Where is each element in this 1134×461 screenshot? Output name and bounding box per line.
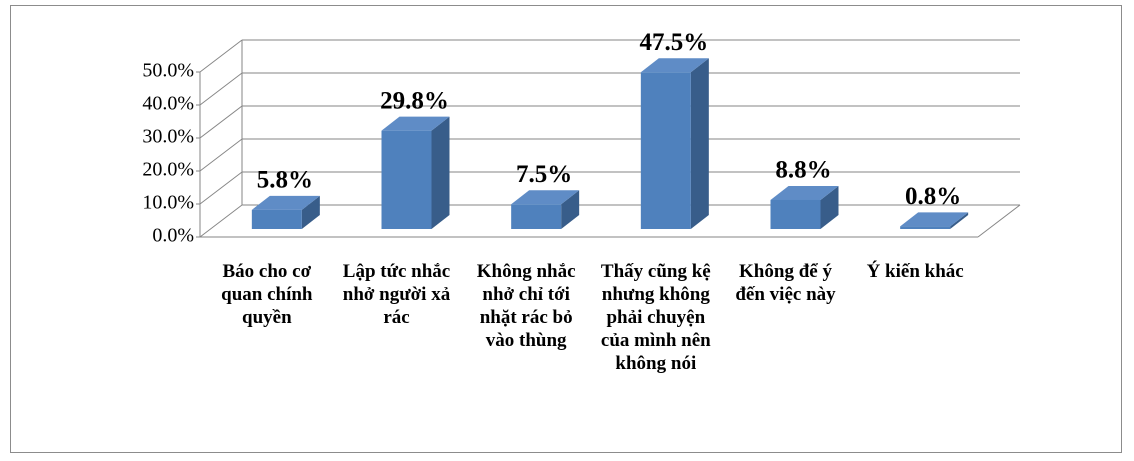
y-tick-label: 0.0% [152,225,194,247]
y-tick-label: 10.0% [142,192,194,214]
bar-side [431,116,450,229]
data-label: 8.8% [775,157,831,184]
bar [381,130,432,229]
y-tick-label: 20.0% [142,159,194,181]
y-tick-label: 30.0% [142,126,194,148]
bar-top [381,116,450,131]
x-tick-label: Lập tức nhắc nhở người xả rác [342,261,451,328]
bar [251,209,302,229]
grid-line [199,204,243,238]
bar-side [690,58,709,229]
x-tick-label: Không để ý đến việc này [735,261,836,305]
data-label: 5.8% [257,167,313,194]
data-label: 0.8% [905,183,961,210]
data-label: 7.5% [516,161,572,188]
y-tick-label: 50.0% [142,60,194,82]
bar [770,199,821,229]
bar [900,226,951,229]
bar [511,204,562,229]
data-label: 47.5% [639,29,708,56]
x-tick-label: Không nhắc nhở chỉ tới nhặt rác bỏ vào t… [476,261,576,351]
grid-line [199,138,243,172]
bar-side [561,190,580,229]
bar-top [511,190,580,205]
x-tick-label: Thấy cũng kệ nhưng không phải chuyện của… [600,261,711,374]
data-label: 29.8% [380,87,449,114]
bar-top [900,212,969,227]
chart-frame [10,5,1122,453]
bar-top [251,195,320,210]
grid-line [199,105,243,139]
bar-top [770,185,839,200]
grid-line [199,171,243,205]
floor-line [977,204,1021,238]
x-tick-label: Ý kiến khác [866,261,964,282]
y-tick-label: 40.0% [142,93,194,115]
bar-top [640,58,709,73]
bar-side [301,195,320,229]
grid-line [199,72,243,106]
bar [640,72,691,229]
x-tick-label: Báo cho cơ quan chính quyền [221,261,313,328]
grid-line [199,39,243,73]
bar-side [950,212,969,229]
bar-side [820,185,839,229]
